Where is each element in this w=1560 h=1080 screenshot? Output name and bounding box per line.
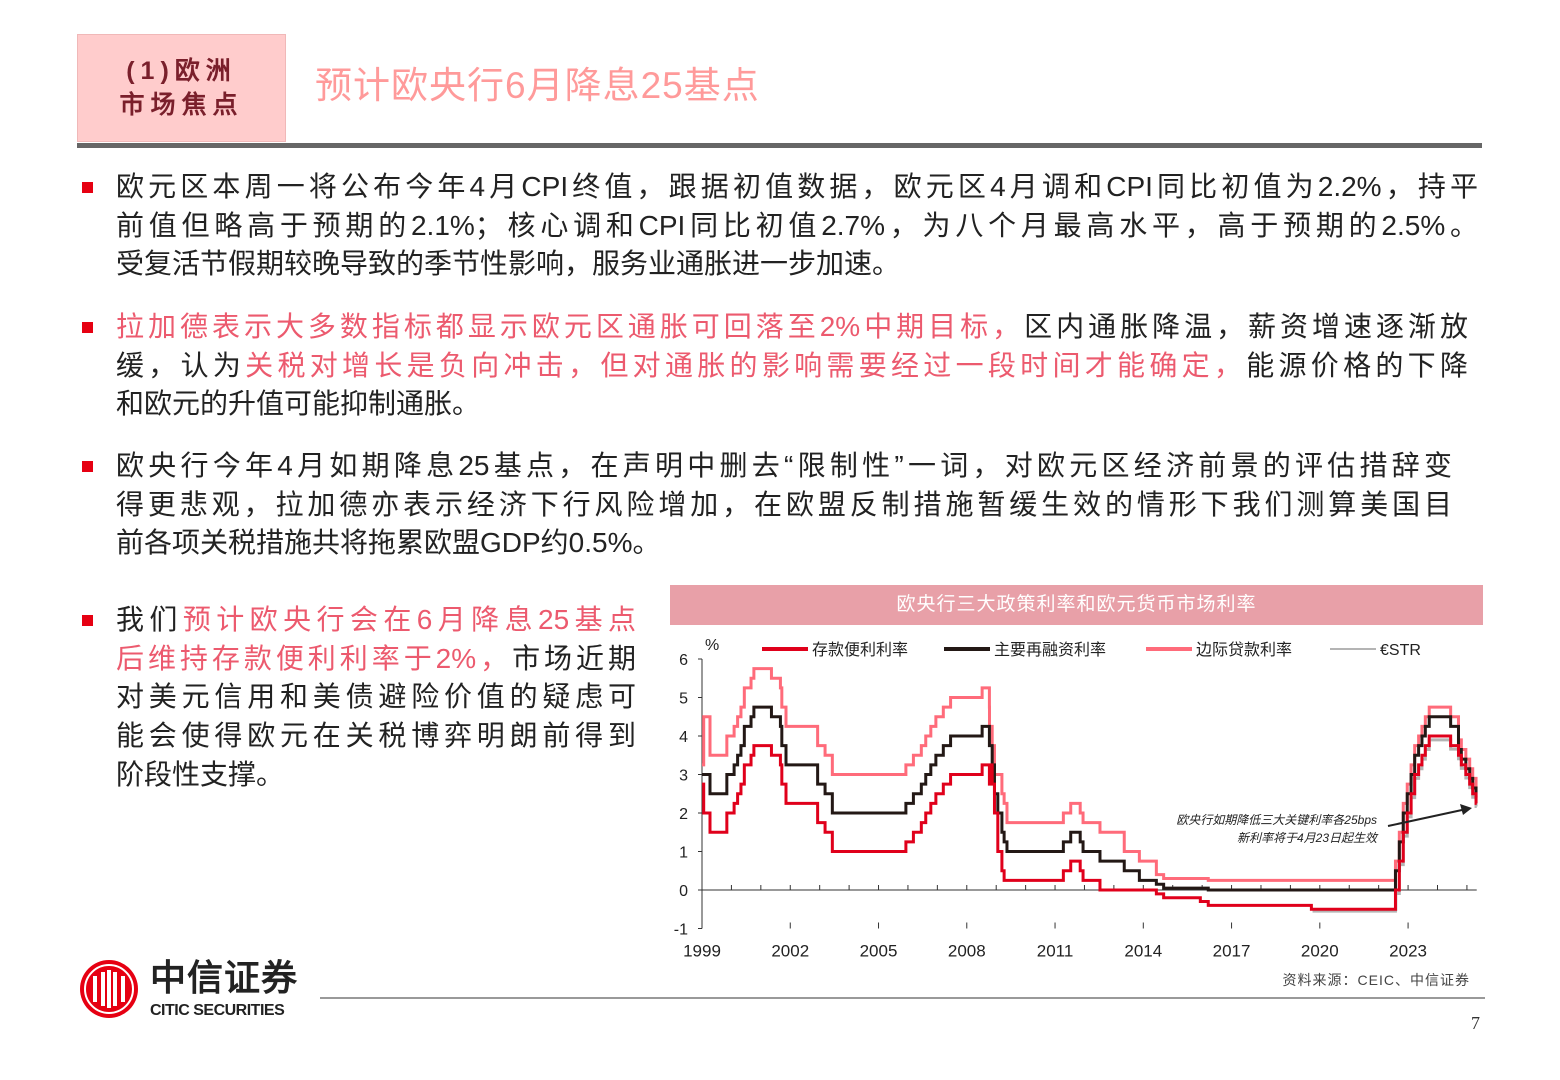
highlight-text: 后维持存款便利利率于2%， [116, 642, 513, 674]
body-text: 我们 [116, 604, 183, 635]
paragraph-line: 前值但略高于预期的2.1%；核心调和CPI同比初值2.7%，为八个月最高水平，高… [116, 207, 1478, 246]
body-text: 对美元信用和美债避险价值的疑虑可 [116, 681, 636, 713]
arrow-head-icon [1460, 804, 1472, 815]
bullet-marker [82, 322, 93, 333]
series-line-deposit [702, 734, 1478, 911]
body-text: 能源价格的下降 [1246, 349, 1468, 381]
x-tick-label: 2005 [860, 942, 898, 961]
x-tick-label: 2008 [948, 942, 986, 961]
y-tick-label: -1 [674, 922, 688, 939]
y-tick-label: 5 [679, 691, 688, 708]
paragraph-line: 对美元信用和美债避险价值的疑虑可 [116, 678, 636, 717]
slide-title: 预计欧央行6月降息25基点 [315, 65, 760, 106]
paragraph-line: 缓，认为关税对增长是负向冲击，但对通胀的影响需要经过一段时间才能确定，能源价格的… [116, 347, 1468, 386]
paragraph-line: 和欧元的升值可能抑制通胀。 [116, 385, 1468, 424]
y-tick-label: 1 [679, 845, 688, 862]
bullet-marker [82, 182, 93, 193]
bullet-marker [82, 461, 93, 472]
logo-text-en: CITIC SECURITIES [150, 1002, 285, 1019]
bullet-paragraph: 拉加德表示大多数指标都显示欧元区通胀可回落至2%中期目标，区内通胀降温，薪资增速… [116, 308, 1468, 424]
highlight-text: 关税对增长是负向冲击，但对通胀的影响需要经过一段时间才能确定， [245, 349, 1247, 381]
x-tick-label: 2014 [1124, 942, 1162, 961]
paragraph-line: 我们预计欧央行会在6月降息25基点 [116, 601, 636, 640]
body-text: 能会使得欧元在关税博弈明朗前得到 [116, 720, 636, 752]
series-line-mro [702, 705, 1478, 892]
legend-label-deposit: 存款便利利率 [812, 641, 908, 659]
body-text: 欧元区本周一将公布今年4月CPI终值，跟据初值数据，欧元区4月调和CPI同比初值… [116, 171, 1478, 202]
x-tick-label: 1999 [683, 942, 721, 961]
legend-label-mlf: 边际贷款利率 [1196, 641, 1292, 659]
y-tick-label: 6 [679, 652, 688, 669]
x-tick-label: 2023 [1389, 942, 1427, 961]
title-divider [77, 143, 1482, 148]
section-label: (1)欧洲 市场焦点 [77, 34, 286, 142]
legend-label-estr: €STR [1380, 642, 1421, 659]
bullet-paragraph: 欧元区本周一将公布今年4月CPI终值，跟据初值数据，欧元区4月调和CPI同比初值… [116, 168, 1478, 284]
citic-logo-icon [80, 960, 138, 1018]
body-text: 和欧元的升值可能抑制通胀。 [116, 388, 481, 420]
annotation-line1: 欧央行如期降低三大关键利率各25bps [1176, 813, 1377, 827]
y-tick-label: 4 [679, 729, 688, 746]
y-tick-label: 0 [679, 883, 688, 900]
body-text: 前各项关税措施共将拖累欧盟GDP约0.5%。 [116, 527, 661, 559]
x-tick-label: 2020 [1301, 942, 1339, 961]
paragraph-line: 前各项关税措施共将拖累欧盟GDP约0.5%。 [116, 524, 1452, 563]
paragraph-line: 受复活节假期较晚导致的季节性影响，服务业通胀进一步加速。 [116, 245, 1478, 284]
paragraph-line: 欧央行今年4月如期降息25基点，在声明中删去“限制性”一词，对欧元区经济前景的评… [116, 447, 1452, 486]
bullet-paragraph: 我们预计欧央行会在6月降息25基点 后维持存款便利利率于2%，市场近期 对美元信用和… [116, 601, 636, 795]
body-text: 欧央行今年4月如期降息25基点，在声明中删去“限制性”一词，对欧元区经济前景的评… [116, 450, 1452, 481]
bullet-marker [82, 615, 93, 626]
legend-label-mro: 主要再融资利率 [994, 641, 1106, 659]
annotation-line2: 新利率将于4月23日起生效 [1237, 831, 1379, 845]
paragraph-line: 欧元区本周一将公布今年4月CPI终值，跟据初值数据，欧元区4月调和CPI同比初值… [116, 168, 1478, 207]
logo-text-cn: 中信证券 [150, 957, 299, 998]
page-number: 7 [1471, 1013, 1480, 1033]
section-label-line1: (1)欧洲 [126, 57, 237, 85]
paragraph-line: 得更悲观，拉加德亦表示经济下行风险增加，在欧盟反制措施暂缓生效的情形下我们测算美… [116, 486, 1452, 525]
highlight-text: 预计欧央行会在6月降息25基点 [182, 604, 636, 635]
bullet-paragraph: 欧央行今年4月如期降息25基点，在声明中删去“限制性”一词，对欧元区经济前景的评… [116, 447, 1452, 563]
x-tick-label: 2002 [771, 942, 809, 961]
paragraph-line: 后维持存款便利利率于2%，市场近期 [116, 640, 636, 679]
annotation-arrow [1387, 809, 1463, 827]
body-text: 市场近期 [512, 642, 636, 674]
body-text: 缓，认为 [116, 349, 246, 381]
y-tick-label: 3 [679, 768, 688, 785]
chart-title: 欧央行三大政策利率和欧元货币市场利率 [670, 585, 1483, 625]
footer-divider [320, 997, 1485, 999]
body-text: 受复活节假期较晚导致的季节性影响，服务业通胀进一步加速。 [116, 248, 901, 280]
x-tick-label: 2017 [1213, 942, 1251, 961]
paragraph-line: 拉加德表示大多数指标都显示欧元区通胀可回落至2%中期目标，区内通胀降温，薪资增速… [116, 308, 1468, 347]
paragraph-line: 阶段性支撑。 [116, 756, 636, 795]
body-text: 阶段性支撑。 [116, 758, 285, 790]
x-tick-label: 2011 [1037, 942, 1074, 961]
y-axis-unit: % [705, 637, 719, 654]
body-text: 得更悲观，拉加德亦表示经济下行风险增加，在欧盟反制措施暂缓生效的情形下我们测算美… [116, 488, 1452, 520]
section-label-line2: 市场焦点 [119, 91, 244, 119]
highlight-text: 拉加德表示大多数指标都显示欧元区通胀可回落至2%中期目标， [116, 311, 1025, 342]
paragraph-line: 能会使得欧元在关税博弈明朗前得到 [116, 717, 636, 756]
rates-chart: -1 0 1 2 3 4 5 6% 1999 2002 2005 2008 2011 2014 2017 20… [674, 637, 1478, 961]
y-tick-label: 2 [679, 806, 688, 823]
body-text: 前值但略高于预期的2.1%；核心调和CPI同比初值2.7%，为八个月最高水平，高… [116, 209, 1478, 241]
source-note: 资料来源：CEIC、中信证券 [1282, 972, 1470, 988]
body-text: 区内通胀降温，薪资增速逐渐放 [1024, 311, 1468, 342]
